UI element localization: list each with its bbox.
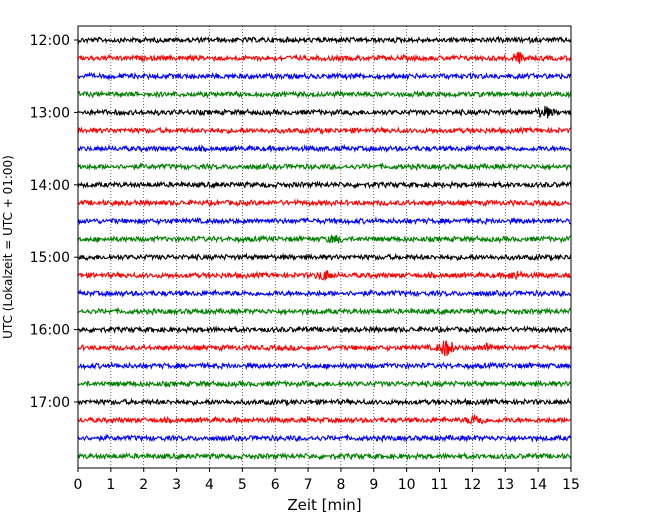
y-tick-label: 15:00	[30, 250, 70, 266]
y-tick-label: 14:00	[30, 178, 70, 194]
seismic-trace	[77, 105, 572, 119]
seismic-trace	[77, 71, 572, 81]
x-tick-label: 7	[304, 477, 313, 493]
x-tick-label: 9	[369, 477, 378, 493]
x-tick-label: 8	[336, 477, 345, 493]
seismic-trace	[77, 180, 572, 190]
seismic-trace	[77, 360, 572, 371]
seismic-trace	[77, 397, 572, 407]
seismic-trace	[77, 433, 572, 443]
seismic-trace	[77, 252, 572, 262]
y-tick-label: 13:00	[30, 105, 70, 121]
seismic-trace	[77, 340, 572, 357]
seismic-trace	[77, 161, 572, 172]
x-axis-label: Zeit [min]	[287, 496, 361, 514]
y-tick-label: 16:00	[30, 323, 70, 339]
x-tick-label: 4	[205, 477, 214, 493]
x-tick-label: 3	[172, 477, 181, 493]
x-tick-label: 0	[74, 477, 83, 493]
seismic-trace	[77, 51, 572, 64]
x-axis-ticks: 0 1 2 3 4 5 6 7 8 9 10 11 12 13 14 15	[74, 468, 580, 493]
x-tick-label: 14	[529, 477, 547, 493]
seismic-trace	[77, 414, 572, 426]
seismic-trace	[77, 216, 572, 226]
seismic-trace	[77, 270, 572, 281]
x-tick-label: 10	[398, 477, 416, 493]
x-tick-label: 6	[271, 477, 280, 493]
x-tick-label: 5	[238, 477, 247, 493]
seismic-traces	[77, 35, 572, 461]
y-tick-label: 17:00	[30, 395, 70, 411]
seismic-trace	[77, 379, 572, 389]
seismic-trace	[77, 233, 572, 244]
seismic-trace	[77, 125, 572, 135]
seismic-trace	[77, 306, 572, 317]
x-tick-label: 15	[562, 477, 580, 493]
x-tick-label: 2	[139, 477, 148, 493]
seismic-trace	[77, 325, 572, 335]
seismic-trace	[77, 89, 572, 99]
x-tick-label: 13	[496, 477, 514, 493]
plot-frame	[77, 25, 572, 469]
seismic-trace	[77, 198, 572, 208]
seismic-trace	[77, 35, 572, 45]
seismic-trace	[77, 288, 572, 298]
y-axis-label: UTC (Lokalzeit = UTC + 01:00)	[1, 155, 15, 339]
x-tick-label: 11	[431, 477, 449, 493]
seismic-trace	[77, 143, 572, 153]
y-axis-ticks: 12:00 13:00 14:00 15:00 16:00 17:00	[30, 33, 78, 411]
seismic-trace	[77, 451, 572, 461]
x-tick-label: 1	[106, 477, 115, 493]
y-tick-label: 12:00	[30, 33, 70, 49]
x-tick-label: 12	[463, 477, 481, 493]
